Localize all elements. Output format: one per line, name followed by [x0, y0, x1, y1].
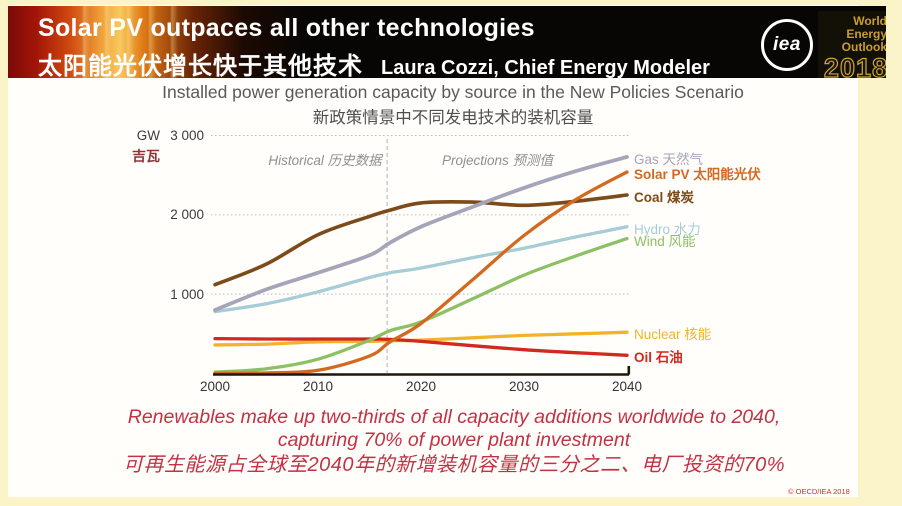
- y-axis-unit-zh: 吉瓦: [132, 148, 160, 164]
- weo-word-outlook: Outlook: [841, 40, 886, 54]
- legend-label-gas: Gas 天然气: [634, 151, 704, 167]
- speaker-credit: Laura Cozzi, Chief Energy Modeler: [381, 57, 710, 78]
- legend-label-solar: Solar PV 太阳能光伏: [634, 166, 761, 182]
- slide-title-zh: 太阳能光伏增长快于其他技术: [38, 53, 363, 78]
- y-axis-unit: GW: [136, 128, 160, 143]
- weo-logo: World Energy Outlook 2018: [818, 11, 886, 78]
- caption-line-1: Renewables make up two-thirds of all cap…: [127, 406, 781, 428]
- y-tick-3000: 3 000: [170, 128, 204, 143]
- legend-label-oil: Oil 石油: [634, 350, 683, 366]
- projections-region-label: Projections 预测值: [441, 153, 554, 168]
- weo-word-world: World: [853, 14, 886, 28]
- flame-graphic: [8, 6, 308, 78]
- x-tick-2010: 2010: [302, 379, 334, 394]
- x-tick-2020: 2020: [405, 379, 437, 394]
- copyright-text: © OECD/IEA 2018: [788, 487, 850, 496]
- caption-line-3-zh: 可再生能源占全球至2040年的新增装机容量的三分之二、电厂投资的70%: [122, 454, 786, 476]
- header-bar: Solar PV outpaces all other technologies…: [8, 6, 886, 78]
- iea-logo-icon: iea: [761, 19, 813, 71]
- iea-logo-text: iea: [773, 34, 801, 55]
- caption-line-2: capturing 70% of power plant investment: [277, 429, 631, 451]
- x-tick-2040: 2040: [611, 379, 643, 394]
- legend-label-nuclear: Nuclear 核能: [634, 327, 712, 343]
- chart-subtitle-zh: 新政策情景中不同发电技术的装机容量: [312, 109, 594, 127]
- x-tick-2000: 2000: [199, 379, 231, 394]
- weo-word-energy: Energy: [846, 27, 886, 41]
- slide-subtitle-row: 太阳能光伏增长快于其他技术 Laura Cozzi, Chief Energy …: [38, 46, 710, 78]
- slide-title: Solar PV outpaces all other technologies: [38, 14, 535, 42]
- legend-label-wind: Wind 风能: [634, 233, 696, 249]
- legend-label-coal: Coal 煤炭: [634, 190, 695, 205]
- x-tick-2030: 2030: [508, 379, 540, 394]
- weo-year: 2018: [823, 53, 886, 78]
- y-tick-1000: 1 000: [170, 286, 204, 302]
- legend-label-hydro: Hydro 水力: [634, 221, 701, 237]
- caption-block: Renewables make up two-thirds of all cap…: [36, 406, 872, 479]
- chart-title: Installed power generation capacity by s…: [162, 82, 744, 102]
- historical-region-label: Historical 历史数据: [268, 153, 382, 168]
- y-tick-2000: 2 000: [170, 207, 204, 223]
